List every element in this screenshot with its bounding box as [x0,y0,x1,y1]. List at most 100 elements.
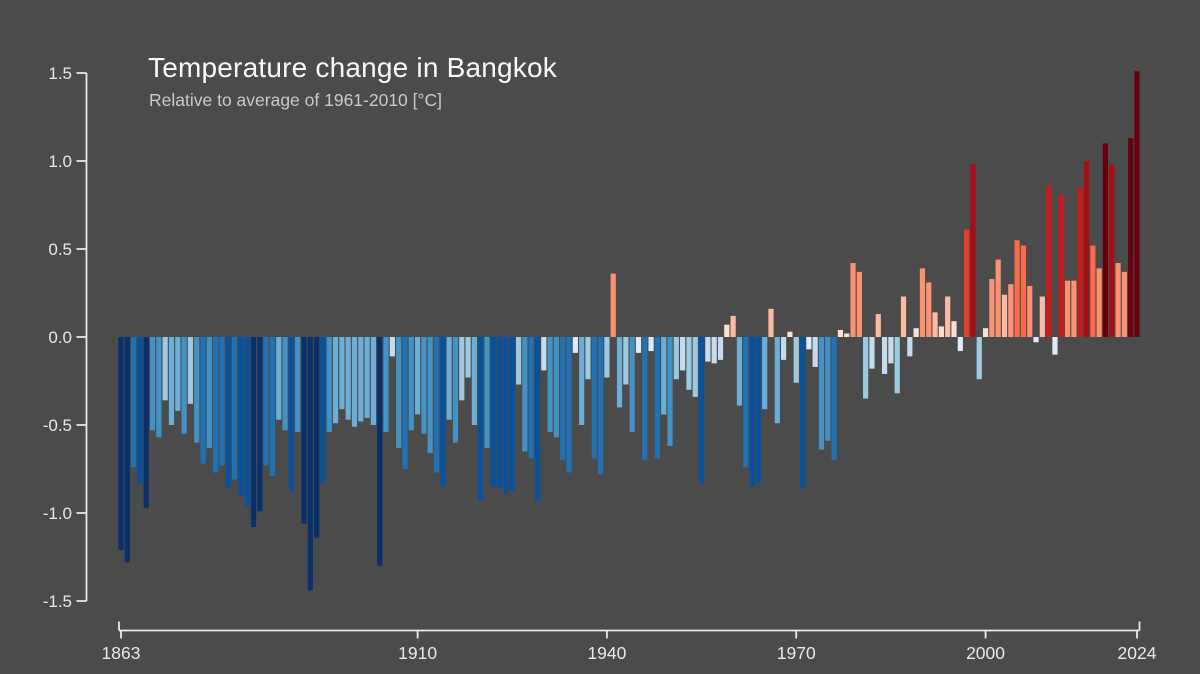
bar-1928 [528,337,534,459]
bar-1955 [698,337,705,484]
bar-1976 [831,337,837,461]
bar-1909 [408,337,414,431]
bar-1940 [604,337,610,378]
bar-2012 [1058,194,1064,337]
bar-1912 [427,337,433,454]
bar-1961 [736,337,743,406]
bar-1904 [377,337,383,566]
bar-1953 [686,337,692,390]
x-axis-label-1940: 1940 [587,643,626,663]
bar-2004 [1008,284,1014,337]
bar-2007 [1027,285,1033,337]
bar-1943 [623,337,629,385]
bar-1891 [295,337,301,433]
bar-1883 [244,337,250,506]
bar-1956 [705,337,711,362]
bar-1971 [799,337,806,489]
bar-1917 [459,337,465,401]
bar-1922 [490,337,496,487]
bar-1924 [503,337,509,494]
bar-1880 [225,337,231,489]
x-axis-label-1863: 1863 [102,643,141,663]
bar-1999 [976,337,982,380]
bar-1925 [509,337,515,491]
bar-1877 [206,337,212,448]
bar-1946 [642,337,648,461]
x-axis-label-1910: 1910 [398,643,437,663]
bar-2017 [1090,245,1096,337]
bar-1963 [749,337,755,487]
bar-2023 [1128,138,1134,337]
bar-1937 [585,337,591,380]
bar-1958 [717,337,724,360]
bar-1972 [806,337,812,350]
bar-1893 [307,337,313,591]
bar-1979 [850,263,856,337]
bar-1867 [143,337,149,508]
bar-1916 [452,337,459,443]
bar-2018 [1096,268,1102,337]
bar-1920 [478,337,484,501]
bar-1897 [332,337,339,424]
bar-1871 [168,337,175,425]
bar-1865 [131,337,137,468]
y-axis-label--0.5: -0.5 [43,416,72,435]
bar-1981 [863,337,869,399]
bar-1923 [497,337,503,489]
bar-1952 [680,337,686,371]
bar-1869 [156,337,162,438]
page-title: Temperature change in Bangkok [148,52,557,83]
y-axis-label-1.0: 1.0 [48,152,72,171]
bar-1982 [869,337,875,369]
bar-1990 [919,268,926,337]
bar-1992 [932,312,938,337]
x-axis-label-2000: 2000 [966,643,1005,663]
bar-2016 [1083,161,1090,337]
bar-1915 [446,337,452,420]
bar-1870 [162,337,168,401]
bar-1948 [654,337,660,459]
bar-1935 [572,337,578,353]
bar-1879 [219,337,225,466]
bar-1888 [276,337,282,420]
bar-1876 [200,337,206,464]
bar-1985 [888,337,894,364]
bar-1944 [629,337,635,433]
bar-1994 [945,296,951,337]
bar-1966 [768,308,774,337]
bar-2005 [1014,240,1020,337]
bar-1980 [856,271,862,337]
bar-1895 [320,337,326,484]
bar-1929 [534,337,541,501]
bar-1978 [844,333,850,337]
bar-2013 [1064,280,1071,337]
bar-1957 [711,337,717,364]
bar-1906 [389,337,395,357]
bar-1921 [484,337,490,448]
bar-1908 [402,337,408,469]
bar-2010 [1046,185,1052,337]
bar-1903 [370,337,377,425]
bar-1941 [610,273,616,337]
bar-1881 [231,337,238,480]
bar-1965 [762,337,768,410]
bar-1983 [875,314,881,337]
bar-1866 [137,337,143,484]
bar-1931 [547,337,553,433]
bar-1997 [964,229,970,337]
bar-2003 [1001,294,1008,337]
bar-1927 [522,337,528,452]
bar-1936 [579,337,585,425]
bar-1886 [263,337,269,466]
bar-1939 [598,337,604,475]
bar-1882 [238,337,244,496]
bar-1967 [774,337,780,424]
bar-1910 [415,337,421,415]
bar-1960 [730,315,736,337]
bar-1970 [793,337,799,383]
bar-1947 [648,337,654,352]
bar-1901 [358,337,364,422]
bar-1968 [781,337,787,360]
